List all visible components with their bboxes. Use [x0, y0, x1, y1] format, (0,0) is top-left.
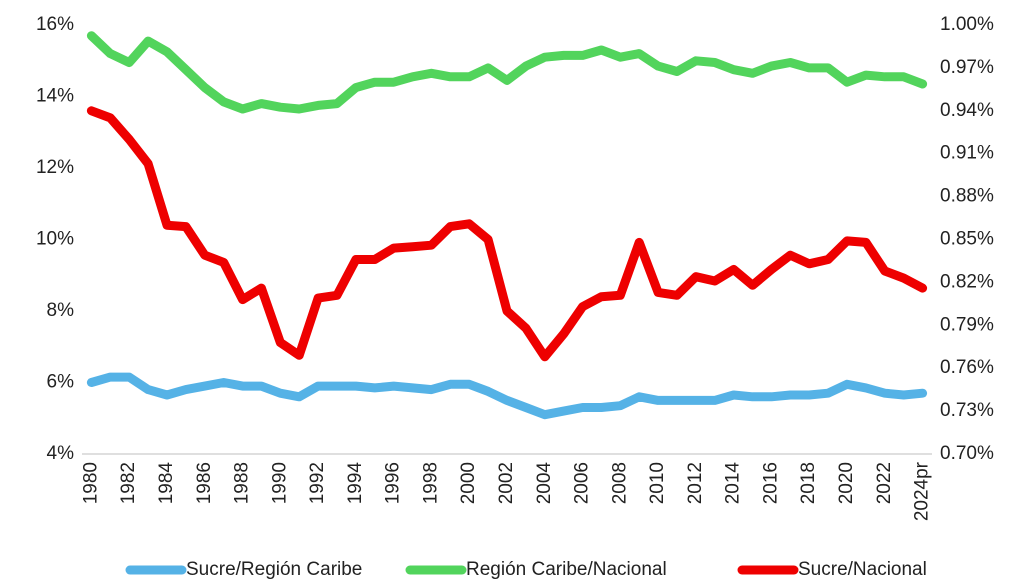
- x-tick-label: 2010: [647, 462, 668, 504]
- x-tick-label: 1980: [80, 462, 101, 504]
- x-tick-label: 1984: [156, 462, 177, 505]
- y2-tick-label: 0.82%: [940, 271, 994, 292]
- y2-tick-label: 0.88%: [940, 186, 994, 207]
- x-tick-label: 1986: [194, 462, 215, 504]
- x-tick-label: 2016: [760, 462, 781, 504]
- x-tick-label: 2002: [496, 462, 517, 504]
- y-tick-label: 14%: [36, 86, 74, 107]
- y2-tick-label: 0.70%: [940, 443, 994, 464]
- x-tick-label: 2018: [798, 462, 819, 504]
- series-line: [86, 31, 928, 114]
- y2-tick-label: 0.85%: [940, 229, 994, 250]
- x-tick-label: 2012: [685, 462, 706, 504]
- x-tick-label: 2000: [458, 462, 479, 504]
- x-tick-label: 1994: [345, 462, 366, 505]
- x-tick-label: 2014: [723, 462, 744, 505]
- y-tick-label: 12%: [36, 157, 74, 178]
- series-line: [86, 372, 928, 420]
- y2-tick-label: 0.73%: [940, 400, 994, 421]
- y-tick-label: 16%: [36, 14, 74, 35]
- x-tick-label: 2020: [836, 462, 857, 504]
- y2-tick-label: 1.00%: [940, 14, 994, 35]
- x-tick-label: 1982: [118, 462, 139, 504]
- y2-tick-label: 0.79%: [940, 314, 994, 335]
- x-tick-label: 2004: [534, 462, 555, 505]
- legend-label: Sucre/Nacional: [798, 559, 927, 580]
- legend-label: Región Caribe/Nacional: [466, 559, 667, 580]
- y-tick-label: 8%: [47, 300, 75, 321]
- x-tick-label: 2006: [572, 462, 593, 504]
- x-tick-label: 1992: [307, 462, 328, 504]
- y2-tick-label: 0.91%: [940, 143, 994, 164]
- x-tick-label: 1998: [420, 462, 441, 504]
- x-tick-label: 2022: [874, 462, 895, 504]
- x-tick-label: 1996: [383, 462, 404, 504]
- x-tick-label: 2024pr: [912, 461, 933, 521]
- y-tick-label: 4%: [47, 443, 75, 464]
- legend-label: Sucre/Región Caribe: [186, 559, 362, 580]
- x-tick-label: 2008: [609, 462, 630, 504]
- y-tick-label: 6%: [47, 372, 75, 393]
- x-tick-label: 1988: [232, 462, 253, 504]
- series-line: [86, 106, 928, 362]
- y-tick-label: 10%: [36, 229, 74, 250]
- y2-tick-label: 0.76%: [940, 357, 994, 378]
- y2-tick-label: 0.94%: [940, 100, 994, 121]
- x-tick-label: 1990: [269, 462, 290, 504]
- y2-tick-label: 0.97%: [940, 57, 994, 78]
